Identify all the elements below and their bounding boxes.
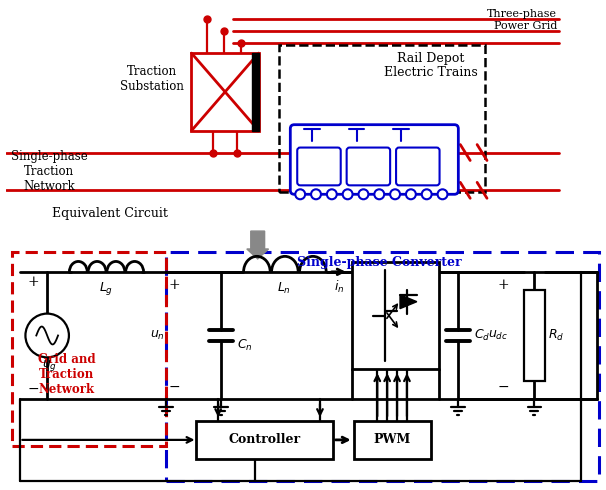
Text: −: − [498,380,510,394]
Bar [351,262,439,369]
Circle shape [327,189,337,199]
Circle shape [390,189,400,199]
Text: $C_n$: $C_n$ [237,338,253,353]
Text: Single-phase
Traction
Network: Single-phase Traction Network [11,150,87,193]
Circle shape [295,189,305,199]
Text: $R_d$: $R_d$ [548,328,564,343]
Text: +: + [27,275,39,289]
Text: $u_g$: $u_g$ [42,358,57,373]
FancyBboxPatch shape [347,147,390,185]
Circle shape [406,189,416,199]
FancyBboxPatch shape [290,124,458,195]
Bar [12,252,166,446]
Text: Controller: Controller [228,433,301,446]
Polygon shape [400,294,417,309]
Text: Rail Depot: Rail Depot [397,51,464,65]
FancyBboxPatch shape [396,147,439,185]
Text: Electric Trains: Electric Trains [384,67,478,79]
Circle shape [359,189,368,199]
Text: $C_d$: $C_d$ [474,328,490,343]
Text: +: + [498,278,510,292]
Text: −: − [27,382,39,396]
Text: $u_n$: $u_n$ [150,329,165,342]
Bar [166,252,599,481]
Circle shape [343,189,353,199]
Text: $i_n$: $i_n$ [333,279,344,295]
Text: Single-phase Converter: Single-phase Converter [297,256,462,270]
Circle shape [311,189,321,199]
Circle shape [422,189,431,199]
Bar [524,290,545,381]
Text: Equivalent Circuit: Equivalent Circuit [52,207,167,220]
Text: $u_{dc}$: $u_{dc}$ [488,329,508,342]
Bar [353,421,431,459]
Text: $L_g$: $L_g$ [99,280,113,297]
Circle shape [438,189,447,199]
FancyArrow shape [247,231,268,259]
Text: Three-phase: Three-phase [487,9,557,19]
Bar [251,53,259,131]
Text: Power Grid: Power Grid [494,21,557,31]
FancyBboxPatch shape [297,147,341,185]
Circle shape [25,314,69,357]
Bar [279,45,485,192]
Text: Grid and
Traction
Network: Grid and Traction Network [38,353,96,396]
Bar [191,53,259,131]
Text: PWM: PWM [373,433,411,446]
Text: Traction
Substation: Traction Substation [120,65,184,93]
Circle shape [375,189,384,199]
Text: −: − [169,380,181,394]
Text: $L_n$: $L_n$ [278,281,291,296]
Text: +: + [169,278,181,292]
Bar [196,421,333,459]
